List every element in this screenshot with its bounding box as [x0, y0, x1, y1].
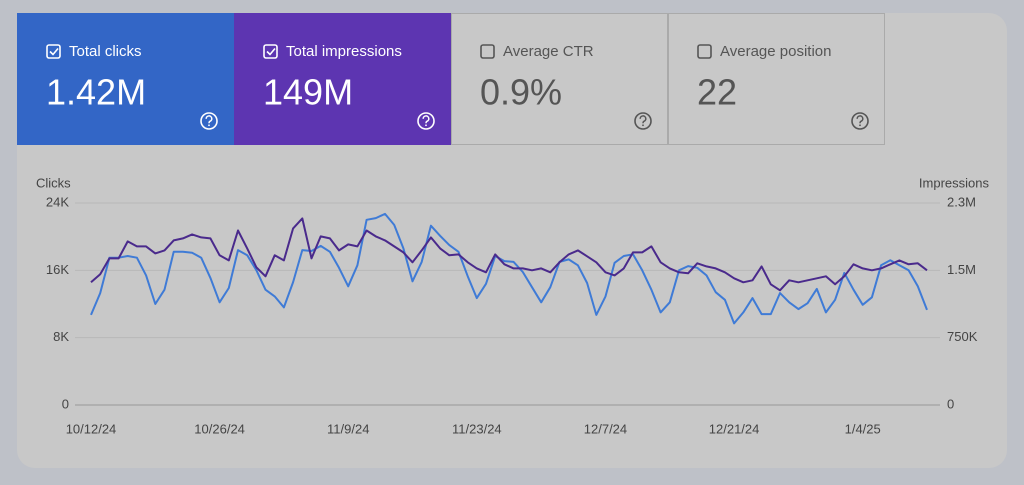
- y2-axis-label: Impressions: [919, 175, 990, 190]
- help-icon-dot: [642, 124, 644, 127]
- card-value: 1.42M: [46, 72, 146, 113]
- card-value: 22: [697, 72, 737, 113]
- checkbox[interactable]: [46, 44, 61, 59]
- x-tick-label: 11/9/24: [327, 421, 369, 436]
- x-tick-label: 1/4/25: [845, 421, 881, 436]
- card-background: [668, 13, 885, 145]
- x-tick-label: 12/21/24: [709, 421, 760, 436]
- help-icon-dot: [859, 124, 861, 127]
- card-label: Average position: [720, 43, 831, 60]
- help-icon-mark: [856, 115, 864, 124]
- x-tick-label: 11/23/24: [452, 421, 502, 436]
- y2-tick-label: 1.5M: [947, 262, 976, 277]
- y2-tick-label: 750K: [947, 329, 978, 344]
- card-value: 149M: [263, 72, 353, 113]
- metric-card[interactable]: Average position 22: [668, 13, 885, 145]
- checkbox[interactable]: [263, 44, 278, 59]
- y-tick-label: 0: [62, 396, 69, 411]
- metric-card[interactable]: Total clicks 1.42M: [17, 13, 234, 145]
- y-tick-label: 16K: [46, 262, 69, 277]
- series-line: [90, 212, 928, 325]
- checkbox[interactable]: [697, 44, 712, 59]
- card-background: [234, 13, 451, 145]
- card-value: 0.9%: [480, 72, 562, 113]
- help-icon-dot: [425, 124, 427, 127]
- help-icon-mark: [422, 115, 430, 124]
- card-label: Average CTR: [503, 43, 594, 60]
- metric-card[interactable]: Total impressions 149M: [234, 13, 451, 145]
- help-icon[interactable]: [417, 112, 435, 130]
- help-icon-dot: [208, 124, 210, 127]
- y-tick-label: 24K: [46, 194, 69, 209]
- x-tick-label: 12/7/24: [584, 421, 627, 436]
- checkmark: [49, 47, 59, 56]
- card-background: [451, 13, 668, 145]
- help-icon-mark: [639, 115, 647, 124]
- help-icon[interactable]: [851, 112, 869, 130]
- cards: Total clicks 1.42M Total impressions 149M Av…: [17, 13, 885, 145]
- card-label: Total impressions: [286, 43, 402, 60]
- checkbox[interactable]: [480, 44, 495, 59]
- y-tick-label: 8K: [53, 329, 69, 344]
- x-tick-label: 10/26/24: [194, 421, 245, 436]
- x-tick-label: 10/12/24: [66, 421, 117, 436]
- y2-tick-label: 2.3M: [947, 194, 976, 209]
- chart: Clicks Impressions 0 8K 16K 24K 0 750K 1.5M 2.3…: [36, 175, 990, 436]
- y2-tick-label: 0: [947, 396, 954, 411]
- y-axis-label: Clicks: [36, 175, 71, 190]
- metric-card[interactable]: Average CTR 0.9%: [451, 13, 668, 145]
- card-label: Total clicks: [69, 43, 142, 60]
- help-icon-mark: [205, 115, 213, 124]
- help-icon[interactable]: [634, 112, 652, 130]
- card-background: [17, 13, 234, 145]
- help-icon[interactable]: [200, 112, 218, 130]
- series-line: [90, 217, 928, 292]
- checkmark: [266, 47, 276, 56]
